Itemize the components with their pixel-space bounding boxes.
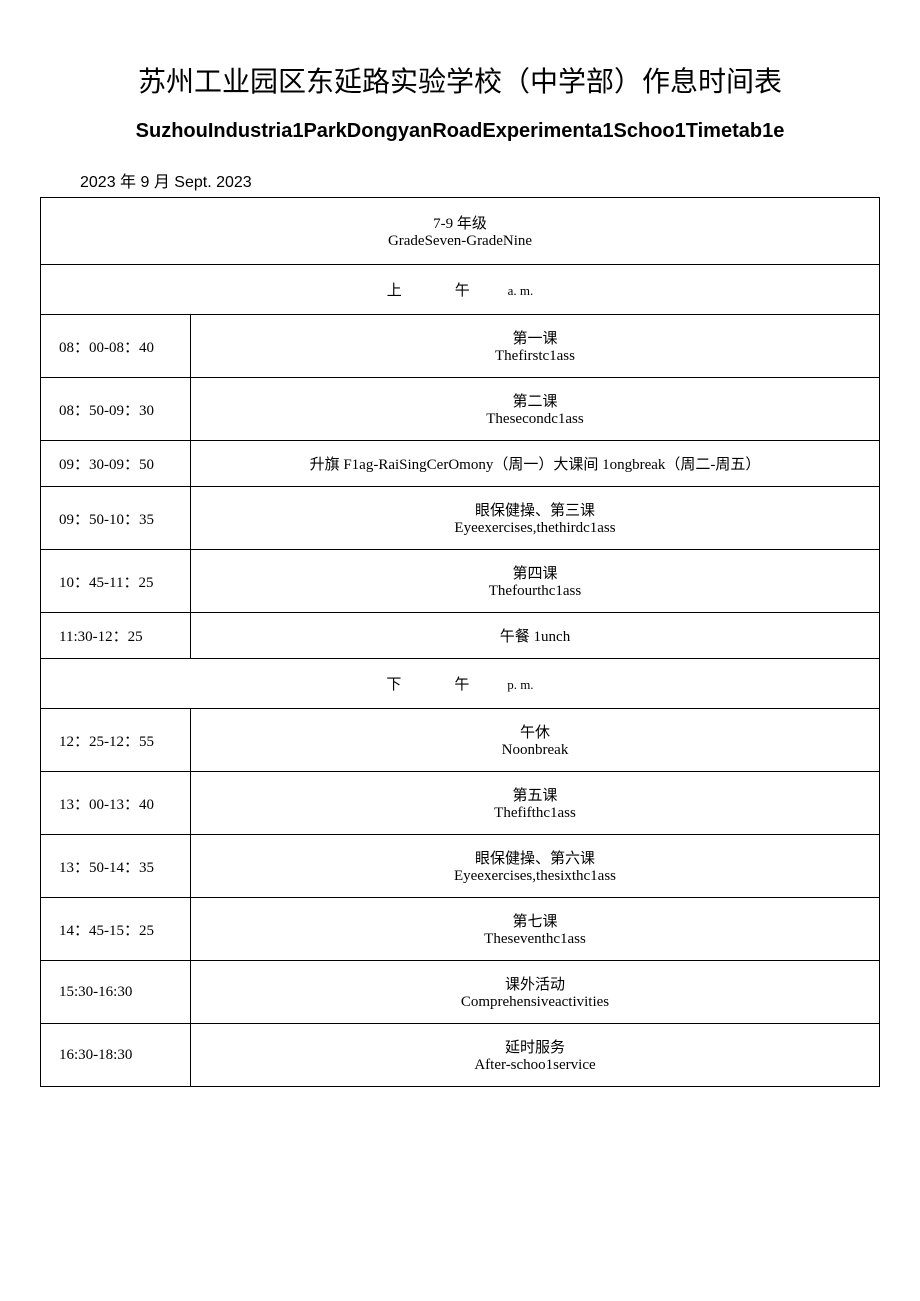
time-cell: 15:30-16:30	[41, 961, 191, 1024]
content-cn: 眼保健操、第三课	[201, 499, 869, 520]
table-row: 11:30-12：25 午餐 1unch	[41, 613, 880, 659]
content-en: Noonbreak	[201, 742, 869, 759]
content-cn: 午休	[201, 721, 869, 742]
content-en: Comprehensiveactivities	[201, 994, 869, 1011]
content-en: Eyeexercises,thethirdc1ass	[201, 520, 869, 537]
table-row: 15:30-16:30 课外活动 Comprehensiveactivities	[41, 961, 880, 1024]
title-english: SuzhouIndustria1ParkDongyanRoadExperimen…	[40, 120, 880, 143]
afternoon-section-cell: 下 午 p. m.	[41, 659, 880, 709]
afternoon-sub: p. m.	[507, 677, 533, 692]
content-cn: 第一课	[201, 327, 869, 348]
content-cn: 第四课	[201, 562, 869, 583]
morning-section-cell: 上 午 a. m.	[41, 265, 880, 315]
content-cn: 课外活动	[201, 973, 869, 994]
content-cell: 眼保健操、第六课 Eyeexercises,thesixthc1ass	[191, 835, 880, 898]
content-cell: 延时服务 After-schoo1service	[191, 1024, 880, 1087]
table-row: 08：50-09：30 第二课 Thesecondc1ass	[41, 378, 880, 441]
timetable: 7-9 年级 GradeSeven-GradeNine 上 午 a. m. 08…	[40, 197, 880, 1087]
content-cn: 延时服务	[201, 1036, 869, 1057]
table-row: 13：00-13：40 第五课 Thefifthc1ass	[41, 772, 880, 835]
table-row: 09：50-10：35 眼保健操、第三课 Eyeexercises,thethi…	[41, 487, 880, 550]
content-cell: 第五课 Thefifthc1ass	[191, 772, 880, 835]
content-cn: 眼保健操、第六课	[201, 847, 869, 868]
afternoon-section-row: 下 午 p. m.	[41, 659, 880, 709]
time-cell: 08：50-09：30	[41, 378, 191, 441]
time-cell: 11:30-12：25	[41, 613, 191, 659]
content-cell: 课外活动 Comprehensiveactivities	[191, 961, 880, 1024]
grade-header-en: GradeSeven-GradeNine	[51, 233, 869, 250]
content-en: Eyeexercises,thesixthc1ass	[201, 868, 869, 885]
time-cell: 10：45-11：25	[41, 550, 191, 613]
table-row: 14：45-15：25 第七课 Theseventhc1ass	[41, 898, 880, 961]
content-cn: 第七课	[201, 910, 869, 931]
content-en: Theseventhc1ass	[201, 931, 869, 948]
morning-section-row: 上 午 a. m.	[41, 265, 880, 315]
content-cn: 第五课	[201, 784, 869, 805]
content-en: Thefifthc1ass	[201, 805, 869, 822]
table-row: 09：30-09：50 升旗 F1ag-RaiSingCerOmony（周一）大…	[41, 441, 880, 487]
table-row: 13：50-14：35 眼保健操、第六课 Eyeexercises,thesix…	[41, 835, 880, 898]
content-en: Thefourthc1ass	[201, 583, 869, 600]
time-cell: 08：00-08：40	[41, 315, 191, 378]
title-chinese: 苏州工业园区东延路实验学校（中学部）作息时间表	[40, 60, 880, 100]
content-cell: 第七课 Theseventhc1ass	[191, 898, 880, 961]
content-cell: 午餐 1unch	[191, 613, 880, 659]
content-cell: 升旗 F1ag-RaiSingCerOmony（周一）大课间 1ongbreak…	[191, 441, 880, 487]
grade-header-cn: 7-9 年级	[51, 212, 869, 233]
table-row: 16:30-18:30 延时服务 After-schoo1service	[41, 1024, 880, 1087]
time-cell: 09：50-10：35	[41, 487, 191, 550]
content-cell: 第二课 Thesecondc1ass	[191, 378, 880, 441]
content-cell: 眼保健操、第三课 Eyeexercises,thethirdc1ass	[191, 487, 880, 550]
grade-header-row: 7-9 年级 GradeSeven-GradeNine	[41, 198, 880, 265]
time-cell: 14：45-15：25	[41, 898, 191, 961]
morning-label: 上 午	[387, 279, 472, 300]
table-row: 12：25-12：55 午休 Noonbreak	[41, 709, 880, 772]
time-cell: 09：30-09：50	[41, 441, 191, 487]
date-label: 2023 年 9 月 Sept. 2023	[80, 168, 880, 192]
content-cell: 午休 Noonbreak	[191, 709, 880, 772]
content-cn: 第二课	[201, 390, 869, 411]
time-cell: 13：00-13：40	[41, 772, 191, 835]
table-row: 10：45-11：25 第四课 Thefourthc1ass	[41, 550, 880, 613]
time-cell: 12：25-12：55	[41, 709, 191, 772]
afternoon-label: 下 午	[386, 673, 471, 694]
content-cell: 第四课 Thefourthc1ass	[191, 550, 880, 613]
time-cell: 16:30-18:30	[41, 1024, 191, 1087]
content-en: Thefirstc1ass	[201, 348, 869, 365]
content-en: After-schoo1service	[201, 1057, 869, 1074]
morning-sub: a. m.	[508, 283, 534, 298]
time-cell: 13：50-14：35	[41, 835, 191, 898]
content-en: Thesecondc1ass	[201, 411, 869, 428]
content-cell: 第一课 Thefirstc1ass	[191, 315, 880, 378]
grade-header-cell: 7-9 年级 GradeSeven-GradeNine	[41, 198, 880, 265]
table-row: 08：00-08：40 第一课 Thefirstc1ass	[41, 315, 880, 378]
